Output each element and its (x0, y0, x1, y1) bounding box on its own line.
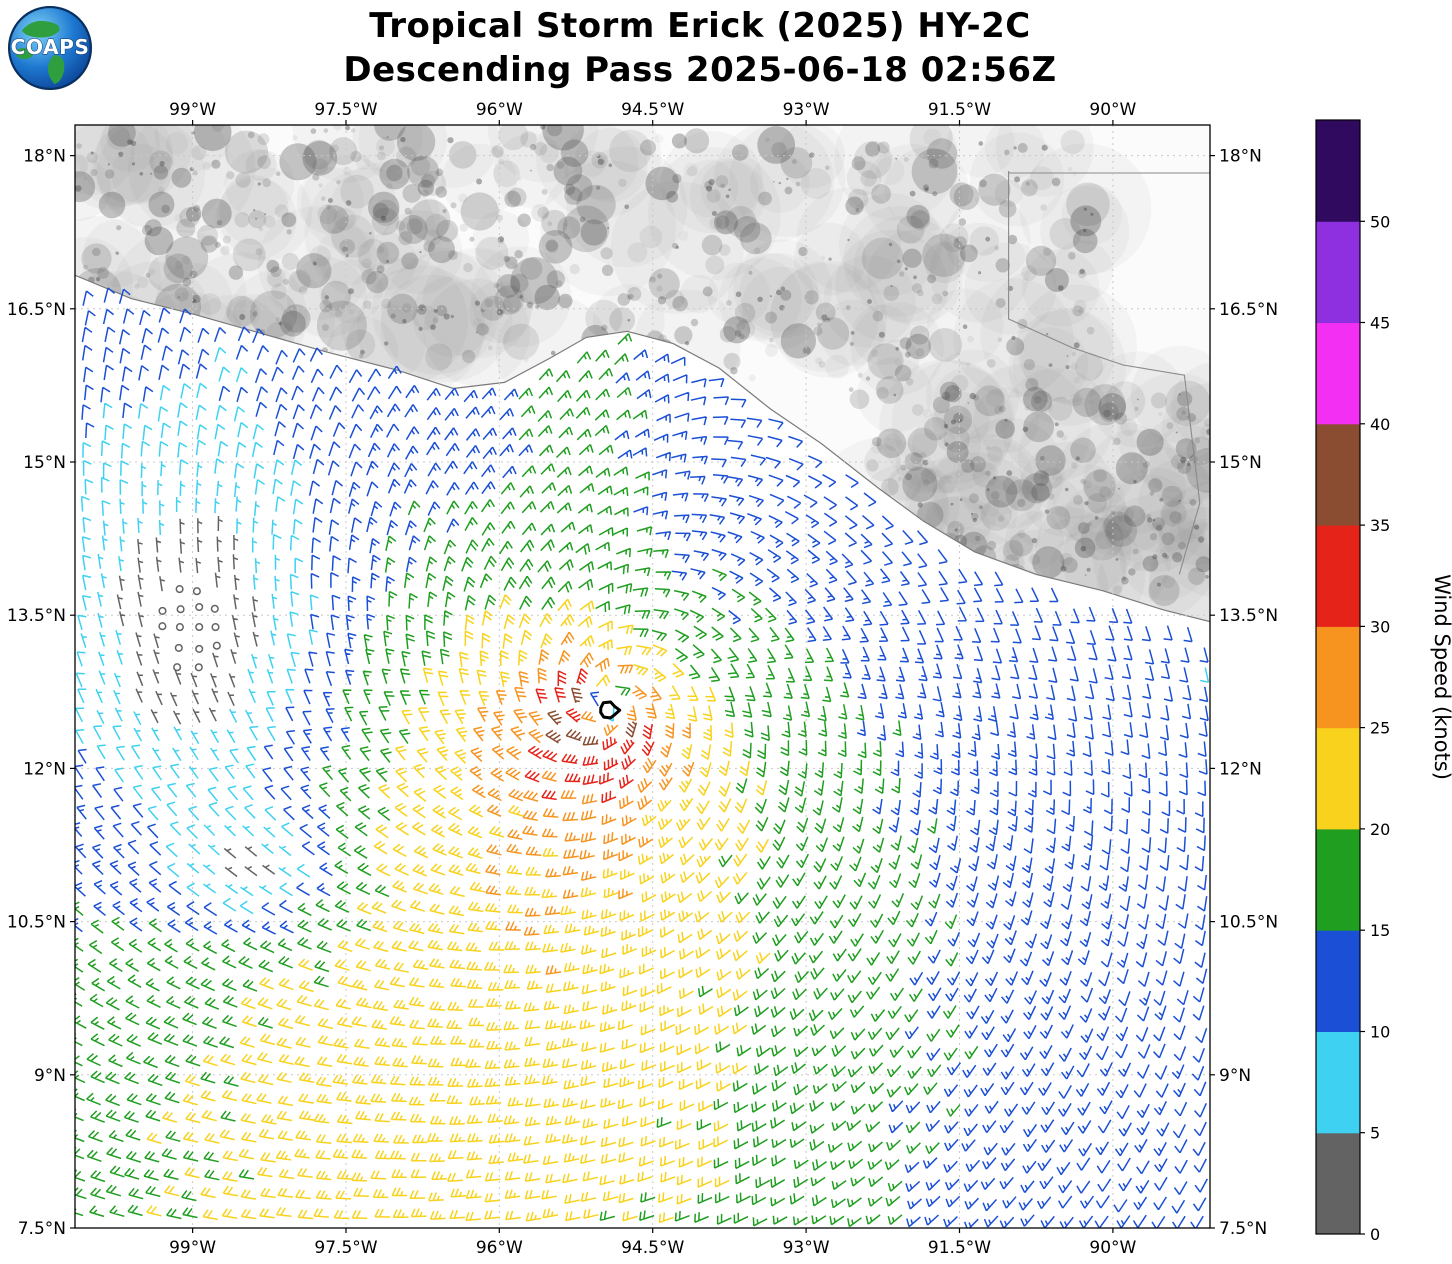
wind-barbs-bin-0 (75, 287, 1209, 1228)
x-tick-label-top: 99°W (169, 100, 216, 120)
x-tick-label-top: 91.5°W (928, 100, 991, 120)
y-tick-label-left: 13.5°N (7, 606, 66, 626)
x-tick-label-top: 93°W (783, 100, 830, 120)
axis-tick-labels: 99°W 99°W 97.5°W 97.5°W 96°W 96°W 94.5°W 94.5°W… (7, 100, 1278, 1258)
x-tick-label-bottom: 93°W (783, 1238, 830, 1258)
colorbar-band (1316, 120, 1360, 222)
wind-barbs-bin-7 (545, 687, 638, 746)
y-tick-label-right: 12°N (1219, 759, 1262, 779)
y-tick-label-left: 15°N (23, 453, 66, 473)
colorbar-band (1316, 322, 1360, 425)
colorbar-band (1316, 1132, 1360, 1235)
colorbar-tick-label: 15 (1370, 921, 1390, 940)
colorbar-outline (1315, 119, 1361, 1235)
map-frame (74, 124, 1211, 1229)
x-tick-label-bottom: 97.5°W (314, 1238, 377, 1258)
colorbar-tick-label: 20 (1370, 820, 1390, 839)
x-tick-label-top: 94.5°W (621, 100, 684, 120)
wind-barbs-bin-4 (146, 594, 771, 1224)
coaps-logo-text: COAPS (11, 35, 90, 59)
x-tick-label-top: 90°W (1089, 100, 1136, 120)
terrain-shading (75, 125, 1210, 626)
y-tick-label-right: 15°N (1219, 453, 1262, 473)
y-tick-label-left: 7.5°N (18, 1219, 66, 1239)
coastline (75, 274, 1210, 623)
colorbar-tick-label: 30 (1370, 617, 1390, 636)
colorbar-tick-label: 40 (1370, 415, 1390, 434)
x-tick-label-bottom: 90°W (1089, 1238, 1136, 1258)
colorbar-band (1316, 930, 1360, 1032)
colorbar-band (1316, 525, 1360, 627)
x-tick-label-top: 97.5°W (314, 100, 377, 120)
y-tick-label-left: 12°N (23, 759, 66, 779)
y-tick-label-right: 18°N (1219, 147, 1262, 167)
wind-barbs-bin-1 (75, 333, 979, 1228)
country-borders (1008, 171, 1210, 575)
x-tick-label-bottom: 91.5°W (928, 1238, 991, 1258)
colorbar-band (1316, 423, 1360, 526)
y-tick-label-left: 10.5°N (7, 913, 66, 933)
y-tick-label-right: 9°N (1219, 1066, 1251, 1086)
colorbar-band (1316, 828, 1360, 931)
y-tick-label-right: 13.5°N (1219, 606, 1278, 626)
y-tick-label-left: 9°N (34, 1066, 66, 1086)
continent-shape-north (21, 20, 60, 38)
colorbar-band (1316, 727, 1360, 830)
continent-shape-south (47, 55, 65, 85)
colorbar-tick-label: 50 (1370, 212, 1390, 231)
colorbar-tick-label: 45 (1370, 314, 1390, 333)
x-tick-label-top: 96°W (476, 100, 523, 120)
colorbar-tick-label: 25 (1370, 719, 1390, 738)
storm-center-marker (599, 700, 622, 720)
colorbar-band (1316, 1031, 1360, 1134)
colorbar-tick-label: 5 (1370, 1124, 1380, 1143)
wind-barbs (75, 287, 1210, 1228)
x-tick-label-bottom: 99°W (169, 1238, 216, 1258)
colorbar-tick-label: 35 (1370, 516, 1390, 535)
colorbar-tick-label: 10 (1370, 1023, 1390, 1042)
continent-shape-west (16, 48, 34, 60)
wind-barbs-bin-6 (524, 668, 655, 804)
x-tick-label-bottom: 94.5°W (621, 1238, 684, 1258)
y-tick-label-right: 10.5°N (1219, 913, 1278, 933)
wind-barbs-bin-3 (116, 515, 276, 878)
y-tick-label-right: 7.5°N (1219, 1219, 1267, 1239)
axis-ticks (70, 120, 1215, 1233)
y-tick-label-left: 16.5°N (7, 300, 66, 320)
y-tick-label-left: 18°N (23, 147, 66, 167)
x-tick-label-bottom: 96°W (476, 1238, 523, 1258)
wind-barbs-bin-5 (469, 631, 695, 975)
colorbar-band (1316, 626, 1360, 729)
landmass (75, 125, 1210, 622)
plot-subtitle: Descending Pass 2025-06-18 02:56Z (343, 50, 1057, 90)
colorbar-band (1316, 221, 1360, 324)
colorbar-tick-label: 0 (1370, 1225, 1380, 1244)
coaps-logo: COAPS (7, 5, 93, 91)
y-tick-label-right: 16.5°N (1219, 300, 1278, 320)
colorbar-label: Wind Speed (knots) (1430, 574, 1452, 780)
plot-title: Tropical Storm Erick (2025) HY-2C (369, 6, 1031, 46)
colorbar: 0 5 10 15 20 25 30 35 40 45 50 Wind Speed (knots) (1315, 119, 1452, 1244)
wind-barbs-bin-2 (75, 346, 1210, 915)
